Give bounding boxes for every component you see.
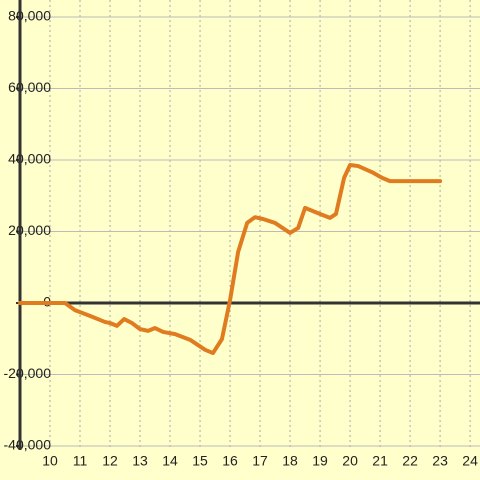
x-tick-label: 16 [222, 453, 238, 469]
x-tick-label: 10 [42, 453, 58, 469]
x-tick-label: 13 [132, 453, 148, 469]
x-tick-label: 15 [192, 453, 208, 469]
y-tick-label: 40,000 [8, 151, 51, 167]
y-tick-label: -40,000 [4, 437, 52, 453]
x-tick-label: 18 [282, 453, 298, 469]
y-tick-label: 80,000 [8, 8, 51, 24]
x-tick-label: 12 [102, 453, 118, 469]
x-tick-label: 23 [432, 453, 448, 469]
x-tick-label: 17 [252, 453, 268, 469]
x-tick-label: 21 [372, 453, 388, 469]
x-tick-label: 24 [462, 453, 478, 469]
y-tick-label: 20,000 [8, 222, 51, 238]
y-tick-label: -20,000 [4, 365, 52, 381]
x-tick-label: 22 [402, 453, 418, 469]
data-line [18, 163, 443, 356]
x-tick-label: 11 [73, 453, 88, 469]
x-tick-label: 19 [312, 453, 328, 469]
x-tick-label: 20 [342, 453, 358, 469]
x-tick-label: 14 [162, 453, 178, 469]
y-tick-label: 60,000 [8, 79, 51, 95]
